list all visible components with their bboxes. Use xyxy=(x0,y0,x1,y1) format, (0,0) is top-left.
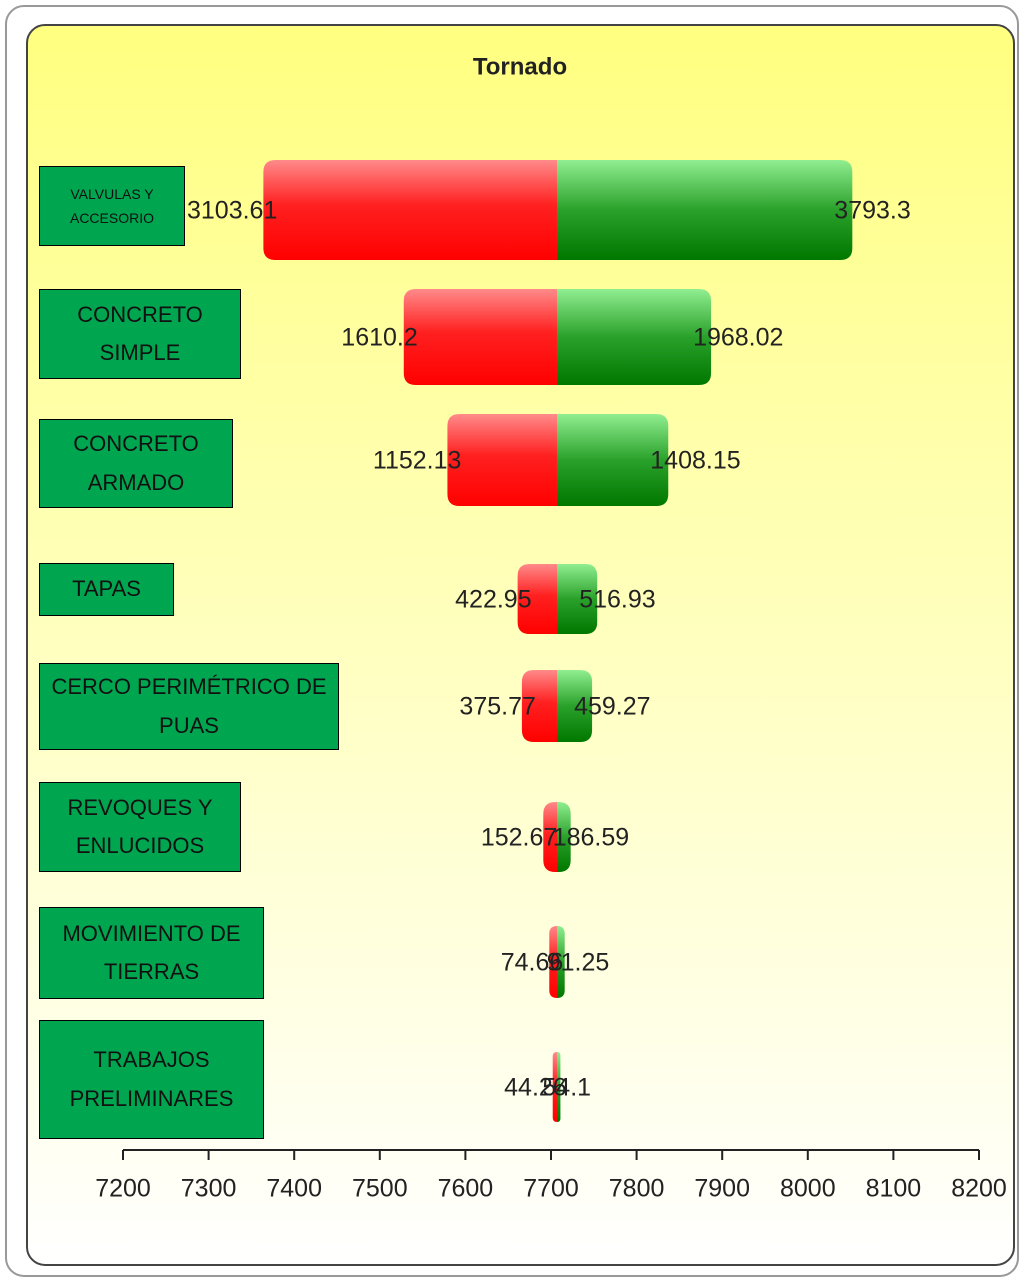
bar-low xyxy=(521,670,557,742)
category-label: MOVIMIENTO DE TIERRAS xyxy=(39,907,264,999)
bar-low xyxy=(543,802,557,872)
x-tick-label: 7200 xyxy=(95,1175,151,1203)
bar-high xyxy=(556,564,598,634)
bar-high xyxy=(556,1052,561,1122)
high-label: 1408.15 xyxy=(650,447,740,475)
low-label: 422.95 xyxy=(455,586,531,614)
bar-high xyxy=(556,160,853,260)
low-label: 152.67 xyxy=(481,824,557,852)
low-label: 74.66 xyxy=(501,949,564,977)
x-tick-label: 8000 xyxy=(780,1175,836,1203)
high-label: 516.93 xyxy=(579,586,655,614)
bar-high xyxy=(556,289,712,385)
category-label: CONCRETO SIMPLE xyxy=(39,289,241,379)
category-label: CERCO PERIMÉTRICO DE PUAS xyxy=(39,663,339,750)
bar-high xyxy=(556,802,571,872)
category-label: TRABAJOS PRELIMINARES xyxy=(39,1020,264,1139)
high-label: 186.59 xyxy=(553,824,629,852)
low-label: 1610.2 xyxy=(341,324,417,352)
low-label: 3103.61 xyxy=(187,197,277,225)
bar-high xyxy=(556,414,669,506)
bar-low xyxy=(552,1052,557,1122)
low-label: 1152.13 xyxy=(373,447,462,475)
bar-low xyxy=(263,160,557,260)
low-label: 375.77 xyxy=(459,693,535,721)
x-tick-label: 7300 xyxy=(181,1175,237,1203)
x-tick-label: 7800 xyxy=(609,1175,665,1203)
bar-low xyxy=(549,926,557,998)
bar-low xyxy=(403,289,557,385)
high-label: 54.1 xyxy=(542,1074,591,1102)
low-label: 44.26 xyxy=(504,1074,567,1102)
x-tick-label: 7700 xyxy=(523,1175,579,1203)
x-tick-label: 8200 xyxy=(951,1175,1007,1203)
high-label: 91.25 xyxy=(547,949,610,977)
category-label: CONCRETO ARMADO xyxy=(39,419,233,508)
x-tick-label: 7900 xyxy=(694,1175,750,1203)
bar-high xyxy=(556,670,593,742)
bar-high xyxy=(556,926,565,998)
plot-frame xyxy=(26,24,1015,1266)
x-tick-label: 7600 xyxy=(438,1175,494,1203)
chart-title: Tornado xyxy=(473,53,567,80)
high-label: 1968.02 xyxy=(693,324,783,352)
category-label: REVOQUES Y ENLUCIDOS xyxy=(39,782,241,872)
x-tick-label: 7500 xyxy=(352,1175,408,1203)
category-label: VALVULAS Y ACCESORIO xyxy=(39,166,185,246)
category-label: TAPAS xyxy=(39,563,174,616)
x-tick-label: 7400 xyxy=(266,1175,322,1203)
bar-low xyxy=(447,414,557,506)
high-label: 459.27 xyxy=(574,693,650,721)
bar-low xyxy=(517,564,557,634)
high-label: 3793.3 xyxy=(834,197,910,225)
x-tick-label: 8100 xyxy=(866,1175,922,1203)
